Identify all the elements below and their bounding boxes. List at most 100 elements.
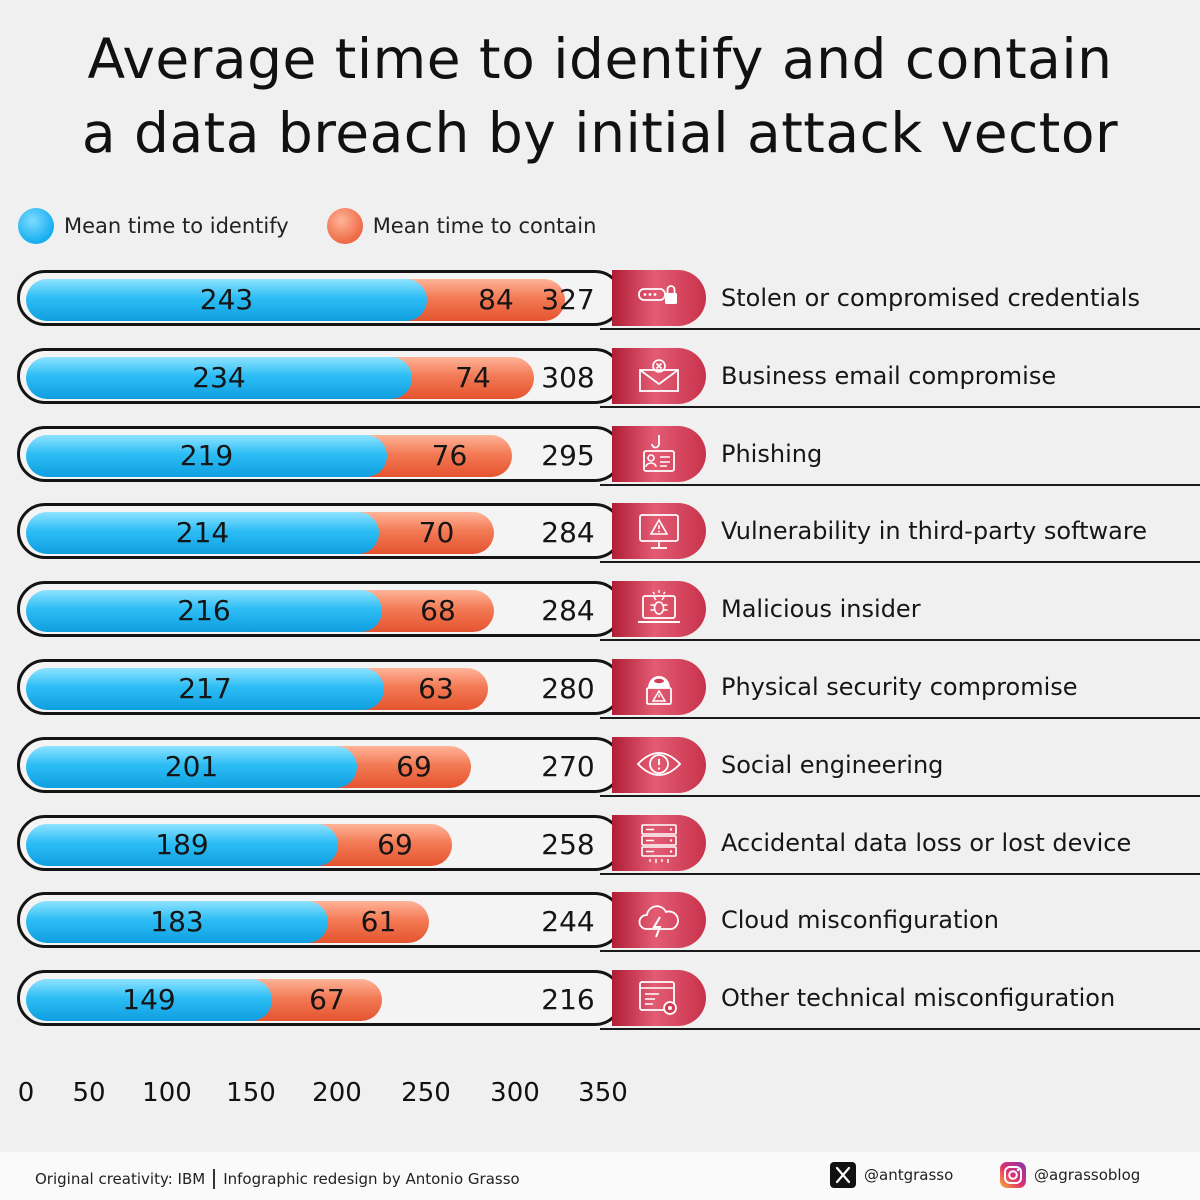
x-tick-label: 250 — [401, 1078, 451, 1108]
identify-value-label: 214 — [175, 516, 230, 549]
x-tick-label: 300 — [490, 1078, 540, 1108]
instagram-handle[interactable]: @agrassoblog — [1034, 1166, 1141, 1184]
title-line-2: a data breach by initial attack vector — [81, 101, 1119, 165]
total-value-label: 244 — [541, 905, 595, 938]
total-value-label: 270 — [541, 750, 595, 783]
category-label: Phishing — [721, 440, 823, 468]
identify-value-label: 234 — [192, 361, 246, 394]
row-divider-line — [600, 1028, 1200, 1030]
bar-row: 149 67 216 Other technical misconfiguration — [0, 970, 1200, 1030]
row-divider-line — [600, 717, 1200, 719]
row-divider-line — [600, 873, 1200, 875]
x-tick-label: 0 — [17, 1078, 35, 1108]
bar-row: 189 69 258 Accidental data loss or lost dev… — [0, 815, 1200, 875]
contain-value-label: 69 — [396, 750, 432, 783]
total-value-label: 216 — [541, 983, 595, 1016]
bar-segment-identify — [26, 512, 379, 554]
bar-row: 234 74 308 Business email compromise — [0, 348, 1200, 408]
category-label: Social engineering — [721, 751, 944, 779]
bar-segment-identify — [26, 590, 382, 632]
identify-value-label: 201 — [164, 750, 219, 783]
password-lock-icon — [638, 285, 677, 304]
laptop-bug-icon — [638, 590, 680, 623]
bar-row: 183 61 244 Cloud misconfiguration — [0, 892, 1200, 952]
icon-badge — [612, 659, 706, 715]
bar-segment-identify — [26, 435, 387, 477]
credit-text: Original creativity: IBM Infographic rede… — [35, 1169, 520, 1189]
row-divider-line — [600, 406, 1200, 408]
x-tick-label: 100 — [142, 1078, 192, 1108]
bar-row: 216 68 284 Malicious insider — [0, 581, 1200, 641]
row-divider-line — [600, 561, 1200, 563]
contain-value-label: 69 — [377, 828, 413, 861]
eye-alert-icon — [636, 752, 682, 776]
email-compromise-icon — [639, 359, 679, 392]
identify-value-label: 216 — [177, 594, 231, 627]
icon-badge — [612, 737, 706, 793]
icon-badge — [612, 892, 706, 948]
icon-badge — [612, 503, 706, 559]
identify-value-label: 217 — [178, 672, 232, 705]
legend: Mean time to identify Mean time to conta… — [18, 208, 634, 244]
row-divider-line — [600, 328, 1200, 330]
row-divider-line — [600, 795, 1200, 797]
identify-value-label: 219 — [179, 439, 234, 472]
category-label: Malicious insider — [721, 595, 921, 623]
instagram-logo-icon — [1000, 1162, 1026, 1188]
x-tick-label: 350 — [578, 1078, 628, 1108]
bar-segment-identify — [26, 901, 328, 943]
contain-value-label: 67 — [309, 983, 345, 1016]
legend-swatch-contain — [326, 208, 363, 244]
hooded-person-warning-icon — [646, 676, 672, 705]
category-label: Other technical misconfiguration — [721, 984, 1116, 1012]
x-social[interactable]: @antgrasso — [830, 1162, 953, 1188]
category-label: Vulnerability in third-party software — [721, 517, 1147, 545]
identify-value-label: 189 — [155, 828, 209, 861]
category-label: Business email compromise — [721, 362, 1057, 390]
contain-value-label: 84 — [478, 283, 514, 316]
category-label: Cloud misconfiguration — [721, 906, 999, 934]
x-tick-label: 150 — [226, 1078, 276, 1108]
bar-segment-identify — [26, 279, 427, 321]
contain-value-label: 74 — [455, 361, 491, 394]
contain-value-label: 76 — [431, 439, 468, 472]
chart-title: Average time to identify and contain a d… — [0, 22, 1200, 170]
bar-segment-identify — [26, 668, 384, 710]
phishing-hook-icon — [643, 435, 675, 472]
contain-value-label: 70 — [418, 516, 455, 549]
total-value-label: 258 — [541, 828, 595, 861]
cloud-lightning-icon — [638, 905, 679, 938]
row-divider-line — [600, 484, 1200, 486]
identify-value-label: 149 — [122, 983, 176, 1016]
credit-separator — [213, 1169, 216, 1189]
server-data-loss-icon — [641, 824, 677, 863]
contain-value-label: 68 — [420, 594, 456, 627]
bar-segment-identify — [26, 979, 272, 1021]
bar-row: 217 63 280 Physical security compromise — [0, 659, 1200, 719]
contain-value-label: 61 — [360, 905, 397, 938]
icon-badge — [612, 815, 706, 871]
row-divider-line — [600, 950, 1200, 952]
credit-redesign: Infographic redesign by Antonio Grasso — [223, 1170, 520, 1188]
icon-badge — [612, 426, 706, 482]
icon-badge — [612, 348, 706, 404]
x-handle[interactable]: @antgrasso — [864, 1166, 954, 1184]
icon-badge — [612, 270, 706, 326]
total-value-label: 284 — [541, 516, 595, 549]
row-divider-line — [600, 639, 1200, 641]
legend-item-identify: Mean time to identify — [18, 208, 289, 244]
legend-swatch-identify — [18, 208, 54, 244]
icon-badge — [612, 581, 706, 637]
legend-label-identify: Mean time to identify — [64, 214, 289, 238]
instagram-social[interactable]: @agrassoblog — [1000, 1162, 1140, 1188]
x-tick-label: 200 — [312, 1078, 362, 1108]
x-axis: 0 50 100 150 200 250 300 350 — [0, 1078, 700, 1112]
title-line-1: Average time to identify and contain — [87, 27, 1113, 91]
identify-value-label: 183 — [150, 905, 204, 938]
bar-row: 219 76 295 Phishing — [0, 426, 1200, 486]
total-value-label: 327 — [541, 283, 595, 316]
bar-segment-identify — [26, 824, 338, 866]
bar-segment-identify — [26, 746, 357, 788]
bar-row: 201 69 270 Social engineering — [0, 737, 1200, 797]
category-label: Stolen or compromised credentials — [721, 284, 1140, 312]
